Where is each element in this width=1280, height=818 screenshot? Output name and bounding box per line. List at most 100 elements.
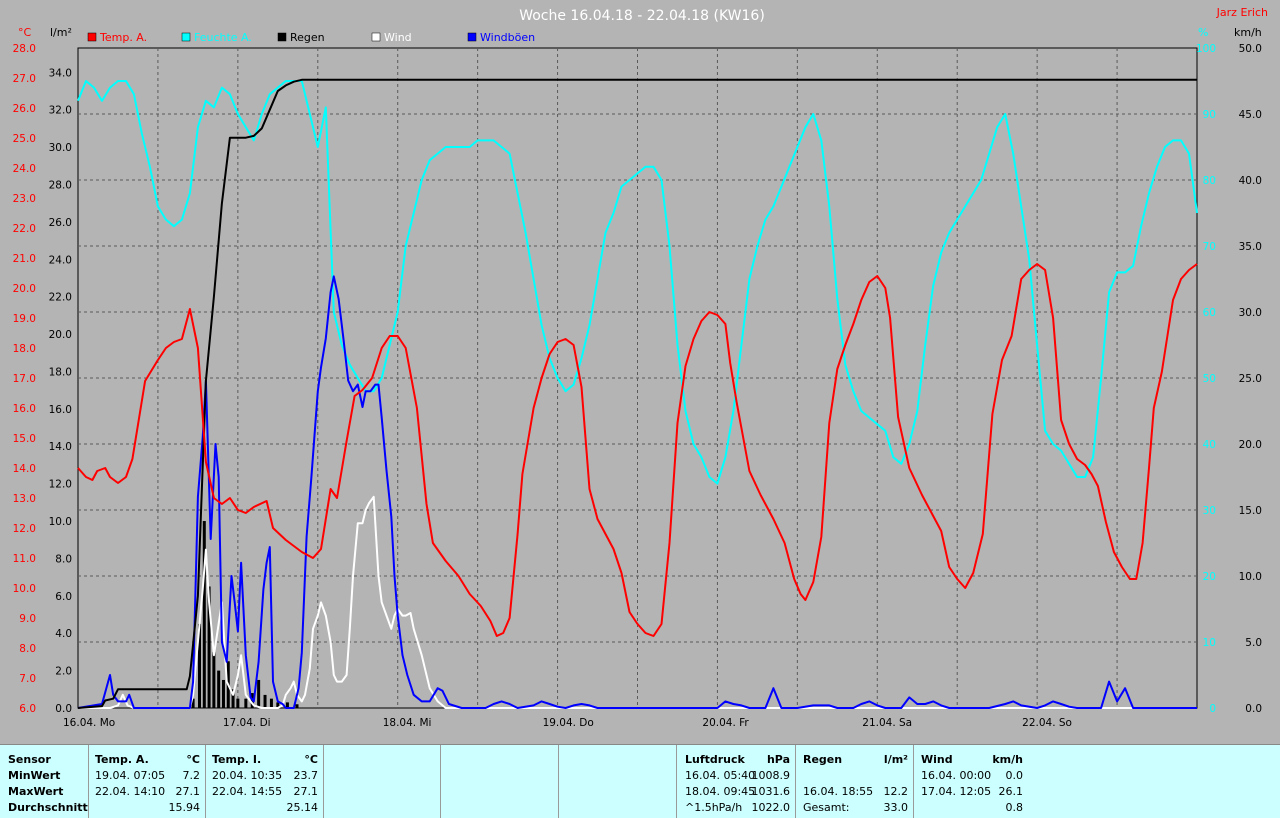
temp-tick-label: 7.0 bbox=[19, 673, 36, 685]
rain-tick-label: 14.0 bbox=[49, 441, 72, 453]
weather-chart: Woche 16.04.18 - 22.04.18 (KW16) Jarz Er… bbox=[13, 6, 1268, 729]
temp-tick-label: 9.0 bbox=[19, 613, 36, 625]
rain-bar bbox=[221, 679, 225, 708]
temp-i-min-time: 20.04. 10:35 bbox=[212, 769, 283, 782]
temp-a-max-time: 22.04. 14:10 bbox=[95, 785, 166, 798]
rain-bar bbox=[202, 521, 206, 708]
temp-a-unit: °C bbox=[186, 753, 200, 766]
rain-bar bbox=[257, 679, 261, 708]
temp-a-min-time: 19.04. 07:05 bbox=[95, 769, 166, 782]
rain-tick-label: 12.0 bbox=[49, 479, 72, 491]
rain-bars bbox=[191, 521, 299, 708]
humidity-tick-label: 50 bbox=[1203, 373, 1216, 385]
wind-tick-label: 20.0 bbox=[1239, 439, 1262, 451]
day-label: 18.04. Mi bbox=[383, 717, 432, 729]
rain-tick-label: 10.0 bbox=[49, 516, 72, 528]
wind-tick-label: 30.0 bbox=[1239, 307, 1262, 319]
pressure-min-value: 1008.9 bbox=[751, 769, 791, 782]
stats-empty-column bbox=[558, 745, 677, 818]
rain-tick-label: 16.0 bbox=[49, 404, 72, 416]
humidity-tick-label: 20 bbox=[1203, 571, 1216, 583]
temp-tick-label: 24.0 bbox=[13, 163, 36, 175]
legend-label: Feuchte A. bbox=[194, 31, 252, 44]
temp-tick-label: 17.0 bbox=[13, 373, 36, 385]
wind-tick-label: 5.0 bbox=[1245, 637, 1262, 649]
rain-bar bbox=[197, 623, 201, 708]
temp-tick-label: 12.0 bbox=[13, 523, 36, 535]
rain-bar bbox=[295, 704, 299, 708]
wind-tick-label: 0.0 bbox=[1245, 703, 1262, 715]
humidity-tick-label: 90 bbox=[1203, 109, 1216, 121]
temp-a-min-value: 7.2 bbox=[182, 769, 201, 782]
pressure-header: Luftdruck bbox=[685, 753, 745, 766]
rain-tick-label: 34.0 bbox=[49, 67, 72, 79]
wind-tick-label: 50.0 bbox=[1239, 43, 1262, 55]
wind-min-value: 0.0 bbox=[1005, 769, 1024, 782]
day-label: 22.04. So bbox=[1022, 717, 1072, 729]
rain-bar bbox=[217, 670, 221, 708]
legend-swatch bbox=[467, 32, 477, 42]
series-line-feuchte-a bbox=[77, 80, 1198, 485]
temp-a-max-value: 27.1 bbox=[175, 785, 201, 798]
legend-label: Wind bbox=[384, 31, 412, 44]
rain-bar bbox=[236, 698, 240, 708]
wind-tick-label: 35.0 bbox=[1239, 241, 1262, 253]
max-label: MaxWert bbox=[8, 785, 64, 798]
humidity-tick-label: 0 bbox=[1209, 703, 1216, 715]
rain-unit-label: l/m² bbox=[50, 26, 72, 39]
temp-tick-label: 15.0 bbox=[13, 433, 36, 445]
legend-swatch bbox=[181, 32, 191, 42]
chart-axes: 28.0 27.0 26.0 25.0 24.0 23.0 22.0 21.0 20.0 19.0… bbox=[13, 43, 1262, 729]
humidity-tick-label: 80 bbox=[1203, 175, 1216, 187]
rain-bar bbox=[269, 698, 273, 708]
temp-a-header: Temp. A. bbox=[95, 753, 149, 766]
rain-bar bbox=[244, 698, 248, 708]
day-label: 19.04. Do bbox=[543, 717, 594, 729]
temp-i-header: Temp. I. bbox=[212, 753, 262, 766]
stats-rain-column: Regen l/m² 16.04. 18:55 12.2 Gesamt: 33.… bbox=[795, 745, 914, 818]
wind-unit: km/h bbox=[992, 753, 1023, 766]
day-label: 17.04. Di bbox=[223, 717, 271, 729]
wind-max-value: 26.1 bbox=[998, 785, 1024, 798]
temp-tick-label: 26.0 bbox=[13, 103, 36, 115]
wind-tick-label: 10.0 bbox=[1239, 571, 1262, 583]
rain-header: Regen bbox=[803, 753, 843, 766]
day-label: 20.04. Fr bbox=[702, 717, 749, 729]
rain-tick-label: 2.0 bbox=[55, 666, 72, 678]
temp-tick-label: 6.0 bbox=[19, 703, 36, 715]
series-line-windböen bbox=[77, 275, 1197, 709]
rain-tick-label: 0.0 bbox=[55, 703, 72, 715]
legend-label: Regen bbox=[290, 31, 325, 44]
rain-unit: l/m² bbox=[883, 753, 908, 766]
rain-tick-label: 28.0 bbox=[49, 179, 72, 191]
rain-tick-label: 24.0 bbox=[49, 254, 72, 266]
humidity-unit-label: % bbox=[1198, 26, 1208, 39]
temp-tick-label: 11.0 bbox=[13, 553, 36, 565]
temp-i-min-value: 23.7 bbox=[293, 769, 319, 782]
humidity-tick-label: 70 bbox=[1203, 241, 1216, 253]
chart-grid bbox=[77, 47, 1198, 709]
rain-bar bbox=[276, 702, 280, 708]
rain-tick-label: 18.0 bbox=[49, 366, 72, 378]
temp-tick-label: 16.0 bbox=[13, 403, 36, 415]
rain-bar bbox=[207, 586, 211, 708]
min-label: MinWert bbox=[8, 769, 61, 782]
series-line-temp-a bbox=[77, 263, 1198, 637]
humidity-tick-label: 30 bbox=[1203, 505, 1216, 517]
rain-bar bbox=[191, 698, 195, 708]
day-label: 16.04. Mo bbox=[63, 717, 115, 729]
wind-avg-value: 0.8 bbox=[1005, 801, 1024, 814]
rain-bar bbox=[212, 651, 216, 708]
rain-tick-label: 30.0 bbox=[49, 142, 72, 154]
stats-temp-a-column: Temp. A. °C 19.04. 07:05 7.2 22.04. 14:1… bbox=[88, 745, 206, 818]
legend-label: Windböen bbox=[480, 31, 535, 44]
pressure-min-time: 16.04. 05:40 bbox=[685, 769, 756, 782]
wind-max-time: 17.04. 12:05 bbox=[921, 785, 992, 798]
rain-tick-label: 32.0 bbox=[49, 105, 72, 117]
pressure-unit: hPa bbox=[766, 753, 790, 766]
series-line-regen bbox=[77, 78, 1197, 709]
temp-tick-label: 10.0 bbox=[13, 583, 36, 595]
rain-bar bbox=[285, 702, 289, 708]
rain-tick-label: 26.0 bbox=[49, 217, 72, 229]
wind-header: Wind bbox=[921, 753, 953, 766]
